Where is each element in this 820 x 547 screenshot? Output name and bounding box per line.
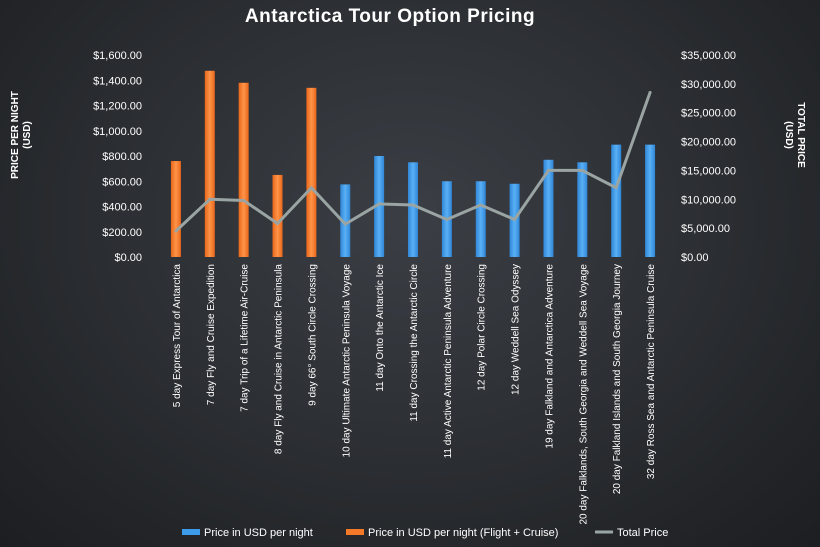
y-right-tick-label: $30,000.00 <box>681 79 736 91</box>
total-price-point <box>377 202 381 206</box>
y-right-axis-title-line2: (USD) <box>783 121 794 149</box>
category-label: 5 day Express Tour of Antarctica <box>172 264 183 408</box>
category-label: 11 day Active Antarctic Peninsula Advent… <box>443 264 454 459</box>
legend-swatch <box>346 529 364 535</box>
bar <box>272 174 283 257</box>
legend: Price in USD per night Price in USD per n… <box>182 527 668 539</box>
category-label: 11 day Onto the Antarctic Ice <box>375 264 386 392</box>
total-price-line <box>174 91 652 233</box>
total-price-point <box>411 203 415 207</box>
bar <box>543 159 554 257</box>
total-price-point <box>648 91 652 95</box>
category-label: 20 day Falklands, South Georgia and Wedd… <box>578 264 589 525</box>
category-label: 11 day Crossing the Antarctic Circle <box>409 264 420 422</box>
bar <box>408 162 418 257</box>
y-left-tick-label: $600.00 <box>102 176 142 188</box>
total-price-point <box>208 197 212 201</box>
bar <box>204 70 215 257</box>
y-left-tick-label: $0.00 <box>114 252 142 264</box>
total-price-point <box>445 217 449 221</box>
category-label: 9 day 66° South Circle Crossing <box>307 264 318 406</box>
category-labels: 5 day Express Tour of Antarctica 7 day Fl… <box>172 264 657 525</box>
y-right-tick-label: $35,000.00 <box>681 50 736 62</box>
chart-title: Antarctica Tour Option Pricing <box>245 6 535 27</box>
category-label: 19 day Falkland and Antarctica Adventure <box>544 264 555 449</box>
category-label: 12 day Weddell Sea Odyssey <box>511 264 522 395</box>
y-left-axis-title-line1: PRICE PER NIGHT <box>10 91 21 179</box>
y-right-tick-label: $0.00 <box>681 252 709 264</box>
category-label: 8 day Fly and Cruise in Antarctic Penins… <box>274 264 285 455</box>
bars <box>170 70 656 258</box>
total-price-point <box>276 222 280 226</box>
legend-label: Price in USD per night <box>204 527 313 539</box>
y-left-tick-label: $1,400.00 <box>93 75 142 87</box>
total-price-point <box>479 203 483 207</box>
bar <box>340 184 351 257</box>
category-label: 7 day Trip of a Lifetime Air-Cruise <box>240 264 251 412</box>
total-price-point <box>174 229 178 233</box>
y-right-tick-labels: $0.00 $5,000.00 $10,000.00 $15,000.00 $20,00… <box>681 50 736 264</box>
bar <box>577 162 588 257</box>
y-right-tick-label: $25,000.00 <box>681 108 736 120</box>
category-label: 20 day Falkland Islands and South Georgi… <box>612 264 623 494</box>
bar <box>475 181 486 257</box>
y-right-tick-label: $5,000.00 <box>681 223 730 235</box>
y-right-axis-title: TOTAL PRICE (USD) <box>783 102 806 168</box>
bar <box>611 144 622 257</box>
total-price-point <box>513 217 517 221</box>
legend-swatch <box>182 529 200 535</box>
total-price-point <box>343 222 347 226</box>
category-label: 10 day Ultimate Antarctic Peninsula Voya… <box>341 264 352 458</box>
y-left-tick-label: $800.00 <box>102 151 142 163</box>
bar <box>645 144 656 257</box>
y-right-tick-label: $20,000.00 <box>681 137 736 149</box>
y-left-tick-label: $1,200.00 <box>93 101 142 113</box>
y-right-tick-label: $15,000.00 <box>681 165 736 177</box>
total-price-point <box>546 168 550 172</box>
y-left-axis-title: PRICE PER NIGHT (USD) <box>10 91 33 179</box>
bar <box>306 87 317 257</box>
total-price-point <box>614 186 618 190</box>
y-left-tick-label: $400.00 <box>102 202 142 214</box>
bar <box>238 82 249 258</box>
y-left-tick-label: $1,000.00 <box>93 126 142 138</box>
category-label: 7 day Fly and Cruise Expedition <box>206 264 217 405</box>
total-price-point <box>580 168 584 172</box>
legend-label: Price in USD per night (Flight + Cruise) <box>368 527 558 539</box>
total-price-point <box>242 198 246 202</box>
y-left-tick-label: $1,600.00 <box>93 50 142 62</box>
y-left-axis-title-line2: (USD) <box>22 121 33 149</box>
category-label: 12 day Polar Circle Crossing <box>477 264 488 391</box>
y-left-tick-labels: $0.00 $200.00 $400.00 $600.00 $800.00 $1,000.… <box>93 50 142 264</box>
bar <box>374 156 385 257</box>
bar <box>170 161 181 257</box>
total-price-point <box>309 186 313 190</box>
y-left-tick-label: $200.00 <box>102 227 142 239</box>
y-right-axis-title-line1: TOTAL PRICE <box>795 102 806 168</box>
category-label: 32 day Ross Sea and Antarctic Peninsula … <box>646 264 657 480</box>
legend-label: Total Price <box>617 527 668 539</box>
y-right-tick-label: $10,000.00 <box>681 194 736 206</box>
